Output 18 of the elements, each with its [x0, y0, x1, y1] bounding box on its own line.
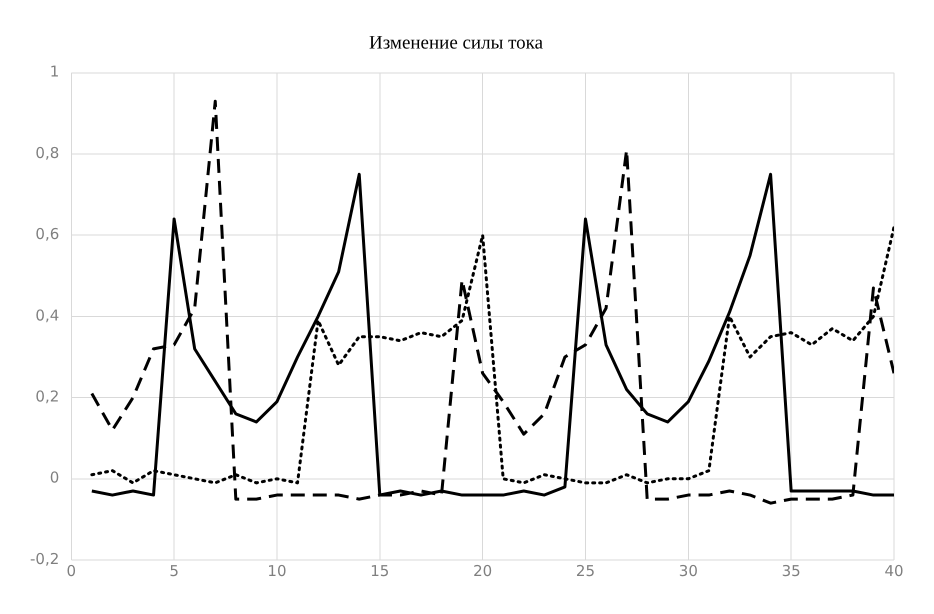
y-tick-label: 0,2: [35, 387, 60, 406]
y-tick-label: 0,6: [35, 225, 60, 244]
line-series: [90, 100, 894, 505]
x-tick-label: 25: [576, 562, 596, 580]
chart-title: Изменение силы тока: [368, 32, 544, 54]
x-tick-label: 0: [66, 562, 76, 580]
y-tick-label: 1: [50, 62, 60, 81]
y-tick-label: 0,8: [35, 144, 60, 162]
x-tick-label: 5: [169, 562, 179, 580]
x-tick-label: 35: [782, 562, 801, 580]
y-tick-label: 0: [50, 468, 60, 487]
x-tick-label: 15: [370, 562, 390, 580]
x-tick-label: 40: [884, 562, 904, 580]
x-tick-label: 20: [473, 562, 492, 580]
x-tick-label: 30: [678, 562, 698, 580]
y-tick-label: -0,2: [30, 550, 60, 568]
x-tick-label: 10: [267, 562, 286, 580]
y-tick-label: 0,4: [35, 306, 60, 324]
